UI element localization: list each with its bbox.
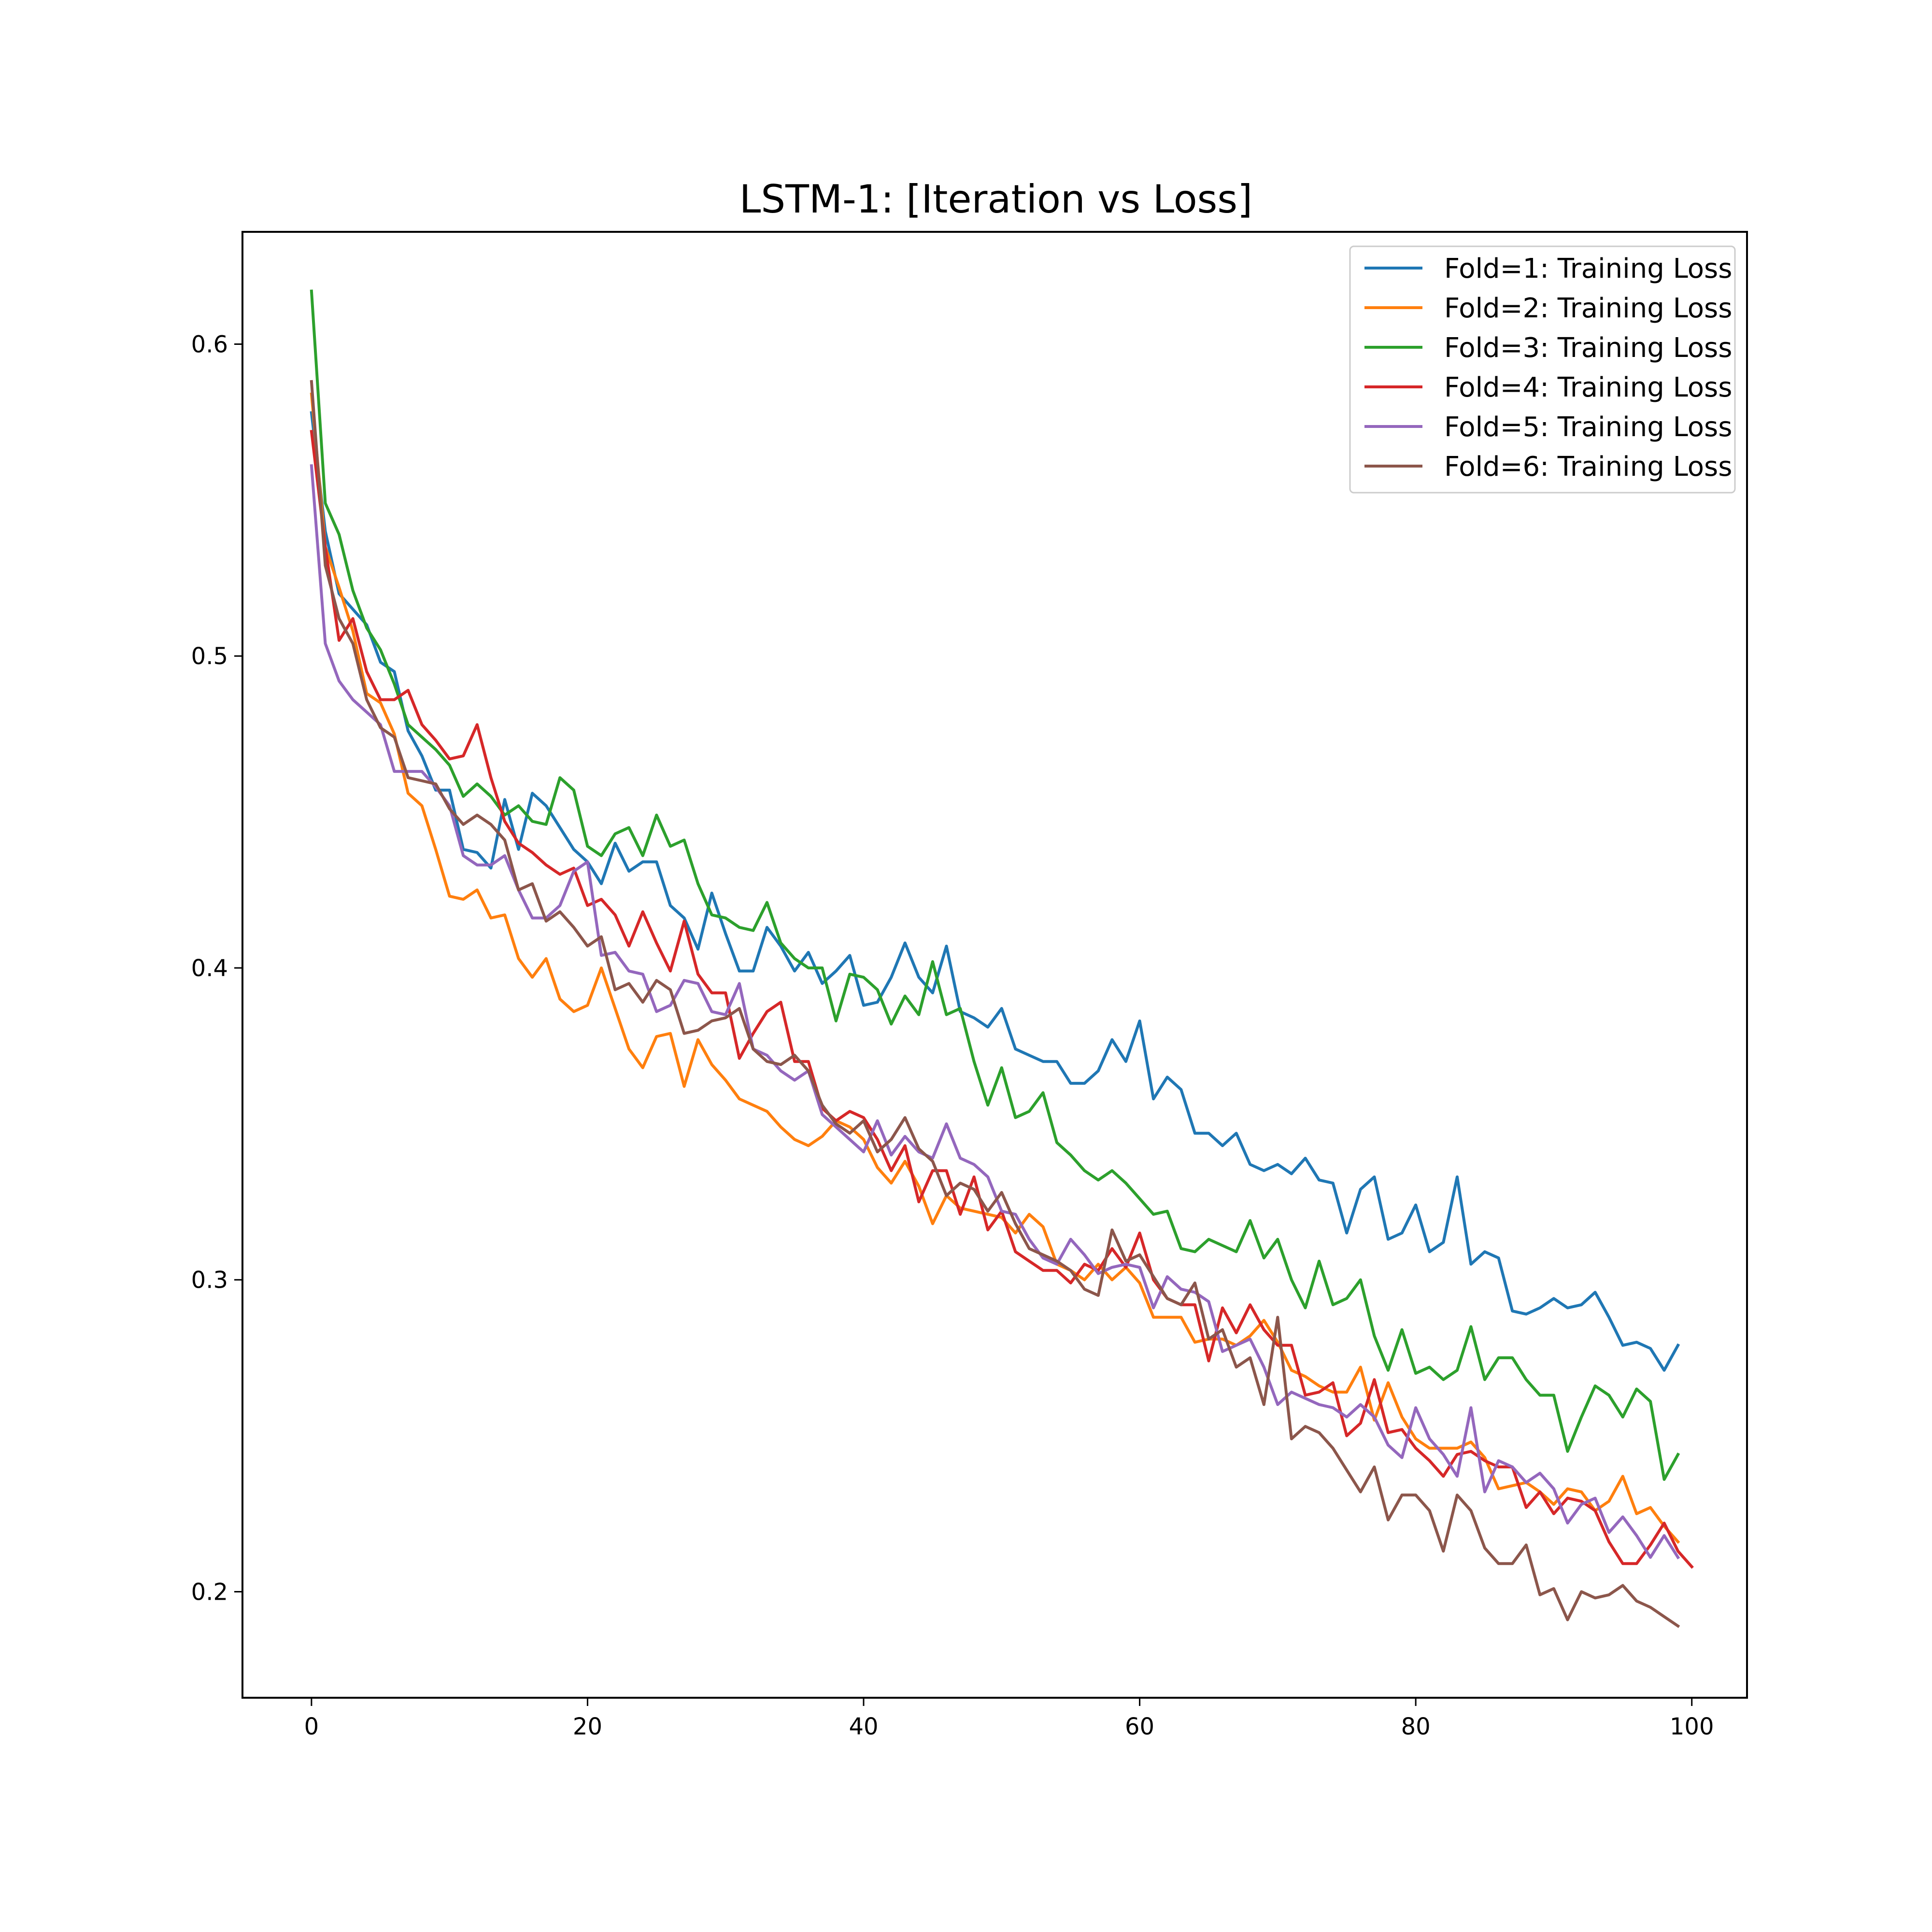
y-tick-label: 0.2 bbox=[191, 1578, 228, 1605]
x-tick-label: 60 bbox=[1125, 1713, 1154, 1740]
legend-label-fold-4: Fold=4: Training Loss bbox=[1444, 372, 1732, 403]
legend-label-fold-1: Fold=1: Training Loss bbox=[1444, 253, 1732, 284]
x-tick-label: 20 bbox=[573, 1713, 602, 1740]
x-tick-label: 100 bbox=[1670, 1713, 1714, 1740]
legend-label-fold-2: Fold=2: Training Loss bbox=[1444, 293, 1732, 324]
y-tick-label: 0.4 bbox=[191, 955, 228, 982]
y-tick-label: 0.6 bbox=[191, 331, 228, 358]
series-line-fold-2 bbox=[310, 392, 1680, 1544]
series-line-fold-6 bbox=[310, 380, 1680, 1628]
series-layer bbox=[310, 289, 1694, 1628]
legend-label-fold-6: Fold=6: Training Loss bbox=[1444, 451, 1732, 483]
x-tick-label: 80 bbox=[1401, 1713, 1431, 1740]
x-tick-label: 0 bbox=[304, 1713, 319, 1740]
x-axis: 0 20 40 60 80 100 bbox=[304, 1698, 1714, 1740]
legend: Fold=1: Training Loss Fold=2: Training Lo… bbox=[1349, 245, 1736, 494]
legend-box bbox=[1349, 245, 1736, 494]
series-line-fold-1 bbox=[310, 411, 1680, 1372]
y-tick-label: 0.3 bbox=[191, 1267, 228, 1294]
chart-title: LSTM-1: [Iteration vs Loss] bbox=[739, 177, 1253, 222]
legend-label-fold-3: Fold=3: Training Loss bbox=[1444, 332, 1732, 364]
series-line-fold-3 bbox=[310, 289, 1680, 1481]
series-line-fold-5 bbox=[310, 464, 1680, 1560]
y-tick-label: 0.5 bbox=[191, 643, 228, 670]
y-axis: 0.2 0.3 0.4 0.5 0.6 bbox=[191, 331, 242, 1605]
plot-frame bbox=[242, 231, 1748, 1699]
x-tick-label: 40 bbox=[849, 1713, 878, 1740]
legend-label-fold-5: Fold=5: Training Loss bbox=[1444, 412, 1732, 443]
